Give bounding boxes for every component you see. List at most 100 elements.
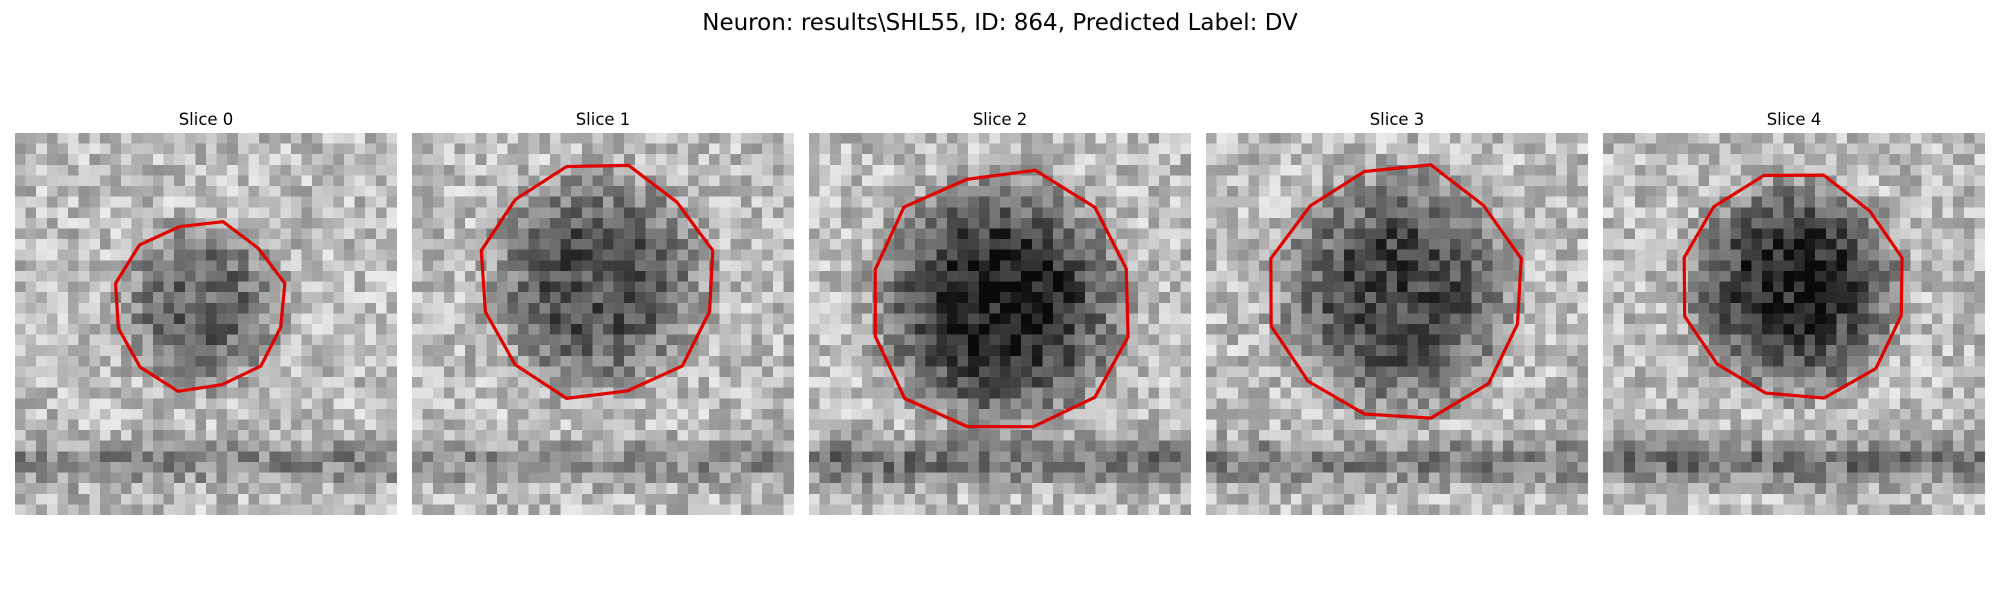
image-pixel — [110, 504, 122, 515]
image-pixel — [386, 207, 397, 219]
image-pixel — [645, 472, 657, 484]
image-pixel — [698, 377, 710, 388]
image-pixel — [809, 461, 820, 473]
image-pixel — [581, 398, 593, 410]
image-pixel — [1159, 133, 1170, 144]
image-pixel — [354, 133, 366, 144]
image-pixel — [1159, 483, 1170, 494]
image-pixel — [333, 345, 345, 357]
image-pixel — [1343, 281, 1355, 293]
image-pixel — [719, 313, 731, 325]
image-pixel — [486, 377, 498, 388]
image-pixel — [698, 461, 710, 473]
image-pixel — [1227, 239, 1239, 250]
image-pixel — [1301, 377, 1313, 388]
image-pixel — [1116, 175, 1128, 187]
image-pixel — [783, 345, 794, 357]
image-pixel — [613, 324, 625, 335]
image-pixel — [237, 440, 249, 452]
image-pixel — [375, 324, 387, 335]
image-pixel — [978, 440, 990, 452]
image-pixel — [1566, 175, 1578, 187]
image-pixel — [121, 504, 132, 515]
image-pixel — [883, 133, 895, 144]
image-pixel — [613, 398, 625, 410]
image-pixel — [904, 175, 916, 187]
image-pixel — [1322, 270, 1334, 282]
image-pixel — [237, 228, 249, 240]
image-pixel — [624, 154, 636, 166]
image-pixel — [1206, 217, 1217, 229]
image-pixel — [1322, 398, 1334, 410]
image-pixel — [89, 398, 101, 410]
image-pixel — [1450, 239, 1461, 250]
image-pixel — [57, 143, 69, 155]
image-pixel — [280, 260, 292, 272]
image-pixel — [809, 228, 820, 240]
image-pixel — [687, 186, 699, 197]
image-pixel — [603, 154, 614, 166]
image-pixel — [152, 472, 164, 484]
image-pixel — [301, 249, 313, 261]
image-pixel — [110, 143, 122, 155]
image-pixel — [1169, 186, 1181, 197]
image-pixel — [1397, 430, 1408, 441]
image-pixel — [1365, 228, 1376, 240]
image-pixel — [518, 186, 529, 197]
image-pixel — [15, 175, 26, 187]
image-pixel — [1106, 175, 1117, 187]
image-pixel — [89, 334, 101, 346]
image-pixel — [946, 133, 958, 144]
image-pixel — [227, 493, 239, 505]
image-pixel — [549, 186, 561, 197]
image-pixel — [1333, 398, 1345, 410]
image-pixel — [1290, 408, 1302, 420]
image-pixel — [46, 451, 58, 463]
image-pixel — [830, 345, 842, 357]
image-pixel — [375, 313, 387, 325]
image-pixel — [624, 461, 636, 473]
image-pixel — [131, 217, 143, 229]
image-pixel — [872, 440, 884, 452]
image-pixel — [862, 345, 873, 357]
image-pixel — [957, 324, 969, 335]
image-pixel — [819, 430, 831, 441]
image-pixel — [1407, 440, 1419, 452]
image-pixel — [809, 451, 820, 463]
image-pixel — [1031, 292, 1043, 303]
image-pixel — [1566, 387, 1578, 399]
image-pixel — [936, 302, 948, 314]
image-pixel — [1343, 302, 1355, 314]
image-pixel — [89, 387, 101, 399]
image-pixel — [762, 292, 773, 303]
image-pixel — [549, 133, 561, 144]
image-pixel — [1460, 313, 1472, 325]
image-pixel — [1481, 419, 1493, 431]
image-pixel — [121, 408, 132, 420]
image-pixel — [1248, 302, 1260, 314]
image-pixel — [1481, 281, 1493, 293]
image-pixel — [656, 281, 667, 293]
image-pixel — [57, 461, 69, 473]
image-pixel — [259, 324, 270, 335]
image-pixel — [322, 366, 334, 378]
image-pixel — [560, 398, 572, 410]
image-pixel — [518, 217, 529, 229]
image-pixel — [365, 302, 376, 314]
image-pixel — [110, 164, 122, 176]
image-pixel — [25, 493, 37, 505]
image-pixel — [1343, 270, 1355, 282]
image-pixel — [740, 366, 752, 378]
image-pixel — [762, 451, 773, 463]
image-pixel — [581, 133, 593, 144]
image-pixel — [830, 164, 842, 176]
image-pixel — [677, 281, 689, 293]
image-pixel — [301, 451, 313, 463]
image-pixel — [36, 504, 48, 515]
image-pixel — [946, 387, 958, 399]
image-pixel — [772, 239, 784, 250]
image-pixel — [1354, 292, 1366, 303]
image-pixel — [322, 143, 334, 155]
image-pixel — [1343, 239, 1355, 250]
image-pixel — [1301, 143, 1313, 155]
